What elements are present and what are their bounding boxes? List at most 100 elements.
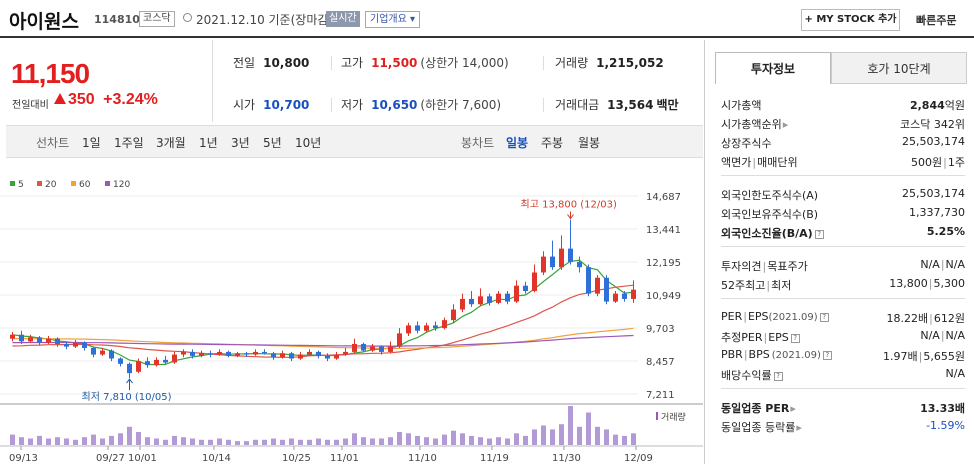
x-tick-label: 10/01	[128, 453, 157, 464]
row-dividend: 배당수익률? N/A	[721, 365, 965, 383]
help-icon[interactable]: ?	[822, 351, 832, 360]
realtime-badge[interactable]: 실시간	[326, 11, 360, 27]
volume-bar	[244, 441, 249, 445]
period-1w[interactable]: 1주일	[114, 136, 144, 150]
stat-value: 11,500	[371, 56, 418, 70]
stat-value: 10,650	[371, 98, 418, 112]
help-icon[interactable]: ?	[773, 372, 783, 381]
row-market-cap-rank: 시가총액순위▸ 코스닥 342위	[721, 114, 965, 132]
candle-body	[451, 309, 456, 321]
volume-bar	[325, 439, 330, 445]
volume-bar	[622, 435, 627, 445]
candle-body	[172, 354, 177, 363]
mktcap-unit: 억원	[944, 99, 965, 112]
candle-body	[19, 334, 24, 342]
stat-open: 시가 10,700	[233, 96, 309, 113]
candle-body	[568, 248, 573, 262]
period-10y[interactable]: 10년	[295, 136, 322, 150]
industry-per-label: 동일업종 PER	[721, 402, 790, 415]
row-per-eps: PER|EPS(2021.09)? 18.22배|612원	[721, 308, 965, 326]
stat-sub: (상한가 14,000)	[420, 56, 509, 70]
volume-bar	[271, 438, 276, 445]
quick-order-button[interactable]: 빠른주문	[916, 14, 957, 27]
my-stock-add-button[interactable]: + MY STOCK 추가	[801, 9, 900, 31]
est-per-value: N/A	[920, 329, 940, 342]
volume-bar	[541, 425, 546, 445]
volume-bar	[181, 437, 186, 445]
min-price-label: 최저 7,810 (10/05)	[82, 391, 172, 403]
period-3y[interactable]: 3년	[231, 136, 250, 150]
candle-body	[127, 363, 132, 374]
candle-body	[73, 342, 78, 347]
row-label: 배당수익률?	[721, 367, 783, 383]
candle-body	[316, 351, 321, 356]
legend-swatch	[10, 181, 15, 186]
company-info-dropdown[interactable]: 기업개요 ▾	[365, 11, 420, 28]
row-industry-per: 동일업종 PER▸ 13.33배	[721, 398, 965, 416]
volume-bar	[199, 439, 204, 445]
candle-weekly[interactable]: 주봉	[541, 136, 564, 150]
candle-daily[interactable]: 일봉	[506, 136, 529, 150]
candle-body	[190, 351, 195, 356]
legend-label: 5	[18, 180, 24, 190]
row-value: 25,503,174	[902, 135, 965, 148]
legend-label: 120	[113, 180, 130, 190]
volume-bar	[631, 433, 636, 445]
volume-bar	[577, 426, 582, 445]
market-badge: 코스닥	[139, 11, 175, 27]
legend-label: 20	[45, 180, 57, 190]
volume-bar	[397, 432, 402, 445]
tab-orderbook[interactable]: 호가 10단계	[831, 52, 967, 84]
period-1d[interactable]: 1일	[82, 136, 101, 150]
candle-body	[613, 293, 618, 302]
x-tick-label: 09/13	[9, 453, 38, 464]
par-value: 500원	[911, 156, 943, 169]
period-3m[interactable]: 3개월	[156, 136, 186, 150]
legend-swatch	[37, 181, 42, 186]
candle-body	[595, 277, 600, 294]
candle-body	[433, 325, 438, 329]
volume-bar	[37, 435, 42, 445]
candle-monthly[interactable]: 월봉	[578, 136, 601, 150]
volume-bar	[28, 438, 33, 445]
candle-body	[334, 354, 339, 359]
stock-code: 114810	[94, 13, 140, 26]
candle-body	[379, 346, 384, 352]
row-shares: 상장주식수 25,503,174	[721, 133, 965, 151]
help-icon[interactable]: ?	[819, 313, 829, 322]
volume-bar	[595, 426, 600, 445]
volume-bar	[136, 432, 141, 445]
x-tick-label: 11/10	[408, 453, 437, 464]
help-icon[interactable]: ?	[814, 230, 824, 239]
candle-body	[604, 277, 609, 302]
bps-period: (2021.09)	[771, 350, 821, 361]
price-summary: 11,150 전일대비 350 +3.24%	[6, 40, 213, 122]
ma-line-20	[12, 284, 634, 358]
row-est-per-eps: 추정PER|EPS? N/A|N/A	[721, 327, 965, 345]
row-label: 시가총액순위▸	[721, 118, 789, 131]
change-label: 전일대비	[12, 100, 49, 111]
period-1y[interactable]: 1년	[199, 136, 218, 150]
row-pbr-bps: PBR|BPS (2021.09)? 1.97배|5,655원	[721, 346, 965, 364]
row-value: 13,800|5,300	[889, 277, 965, 290]
row-label: 외국인보유주식수(B)	[721, 208, 819, 221]
volume-bar	[235, 441, 240, 445]
candle-body	[298, 354, 303, 359]
volume-bar	[226, 439, 231, 445]
y-tick-label: 13,441	[646, 225, 681, 236]
target-label: 목표주가	[767, 260, 808, 273]
row-label: 투자의견|목표주가	[721, 260, 808, 273]
period-5y[interactable]: 5년	[263, 136, 282, 150]
volume-bar	[64, 438, 69, 445]
volume-bar	[280, 439, 285, 445]
stock-chart[interactable]: 14,687 13,441 12,195 10,949 9,703 8,457 7,211 5…	[0, 160, 703, 464]
candle-body	[523, 285, 528, 292]
help-icon[interactable]: ?	[790, 334, 800, 343]
volume-bar	[145, 437, 150, 445]
y-tick-label: 8,457	[646, 357, 675, 368]
candle-body	[370, 346, 375, 351]
est-per-label: 추정PER	[721, 331, 763, 344]
y-tick-label: 7,211	[646, 390, 675, 401]
tab-investment-info[interactable]: 투자정보	[715, 52, 831, 84]
row-label: 시가총액	[721, 99, 762, 112]
